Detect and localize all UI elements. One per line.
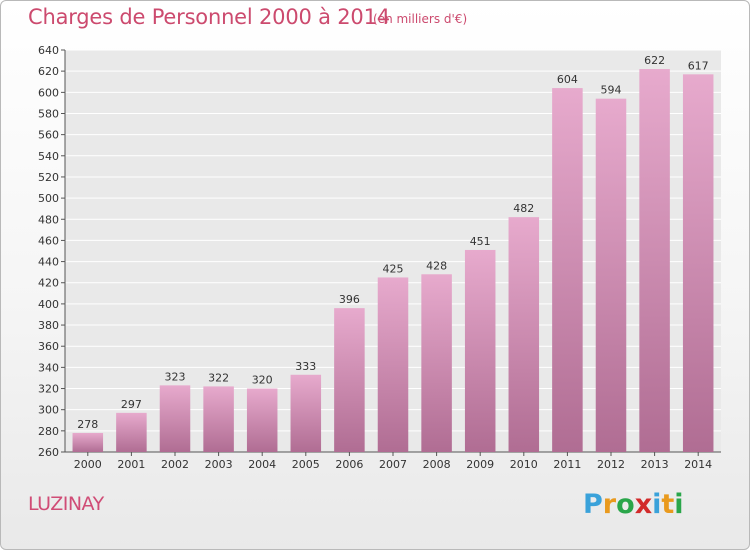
- y-tick-label: 600: [38, 86, 59, 99]
- x-tick-label-2005: 2005: [292, 458, 320, 471]
- bar-2003: [203, 386, 234, 452]
- y-tick-label: 360: [38, 340, 59, 353]
- value-label-2005: 333: [295, 360, 316, 373]
- x-tick-label-2013: 2013: [641, 458, 669, 471]
- y-tick-label: 480: [38, 213, 59, 226]
- y-tick-label: 500: [38, 192, 59, 205]
- location-name: LUZINAY: [28, 493, 104, 515]
- bar-2005: [290, 374, 322, 452]
- logo-letter: o: [616, 489, 635, 520]
- value-label-2012: 594: [601, 84, 622, 97]
- axes: 260 280 300 320 340 360 380 400 420 440 460 480 500 5…: [38, 44, 721, 471]
- x-tick-label-2000: 2000: [74, 458, 102, 471]
- y-tick-label: 380: [38, 319, 59, 332]
- bar-2008: [421, 274, 452, 452]
- x-tick-label-2012: 2012: [597, 458, 625, 471]
- logo-letter: P: [583, 489, 603, 520]
- x-tick-label-2014: 2014: [684, 458, 712, 471]
- proxiti-logo: Proxiti: [583, 489, 684, 520]
- bar-2014: [682, 74, 714, 453]
- logo-letter: x: [634, 489, 653, 520]
- y-tick-label: 320: [38, 383, 59, 396]
- value-labels: 278 297 323 322 320 333 396 425 428 451 482 604 594 6…: [77, 54, 708, 431]
- value-label-2006: 396: [339, 293, 360, 306]
- x-tick-label-2009: 2009: [466, 458, 494, 471]
- y-tick-label: 260: [38, 446, 59, 459]
- logo-letter: i: [674, 489, 684, 520]
- y-tick-label: 420: [38, 277, 59, 290]
- value-label-2002: 323: [165, 370, 186, 383]
- x-tick-label-2003: 2003: [205, 458, 233, 471]
- logo-letter: t: [661, 489, 675, 520]
- bar-2007: [377, 277, 409, 452]
- value-label-2004: 320: [252, 374, 273, 387]
- y-tick-label: 520: [38, 171, 59, 184]
- y-tick-label: 460: [38, 234, 59, 247]
- bar-2013: [639, 69, 670, 452]
- logo-letter: r: [602, 489, 617, 520]
- value-label-2003: 322: [208, 371, 229, 384]
- x-tick-label-2011: 2011: [553, 458, 581, 471]
- value-label-2010: 482: [513, 202, 534, 215]
- value-label-2013: 622: [644, 54, 665, 67]
- y-tick-label: 440: [38, 256, 59, 269]
- value-label-2011: 604: [557, 73, 578, 86]
- bar-2001: [116, 412, 147, 452]
- value-label-2000: 278: [77, 418, 98, 431]
- chart-title: Charges de Personnel 2000 à 2014: [28, 5, 390, 29]
- y-tick-label: 640: [38, 44, 59, 57]
- bar-2009: [464, 249, 496, 452]
- bar-2012: [595, 98, 627, 453]
- chart-subtitle: (en milliers d'€): [373, 12, 468, 26]
- value-label-2001: 297: [121, 398, 142, 411]
- y-tick-label: 620: [38, 65, 59, 78]
- x-tick-label-2008: 2008: [423, 458, 451, 471]
- bar-2002: [159, 385, 191, 452]
- y-tick-label: 400: [38, 298, 59, 311]
- bar-2011: [552, 88, 583, 452]
- x-tick-label-2010: 2010: [510, 458, 538, 471]
- bar-2000: [72, 432, 104, 452]
- y-tick-label: 560: [38, 129, 59, 142]
- value-label-2009: 451: [470, 235, 491, 248]
- bar-2006: [334, 308, 365, 452]
- value-label-2008: 428: [426, 259, 447, 272]
- x-tick-label-2002: 2002: [161, 458, 189, 471]
- value-label-2014: 617: [688, 59, 709, 72]
- value-label-2007: 425: [383, 262, 404, 275]
- bar-2010: [508, 217, 540, 452]
- bars: [72, 69, 714, 453]
- y-tick-label: 580: [38, 107, 59, 120]
- x-tick-label-2004: 2004: [248, 458, 276, 471]
- logo-letter: i: [652, 489, 662, 520]
- x-tick-label-2001: 2001: [117, 458, 145, 471]
- x-tick-label-2006: 2006: [335, 458, 363, 471]
- bar-2004: [246, 388, 278, 452]
- y-tick-label: 280: [38, 425, 59, 438]
- y-tick-label: 540: [38, 150, 59, 163]
- y-tick-label: 340: [38, 361, 59, 374]
- y-tick-label: 300: [38, 404, 59, 417]
- x-tick-label-2007: 2007: [379, 458, 407, 471]
